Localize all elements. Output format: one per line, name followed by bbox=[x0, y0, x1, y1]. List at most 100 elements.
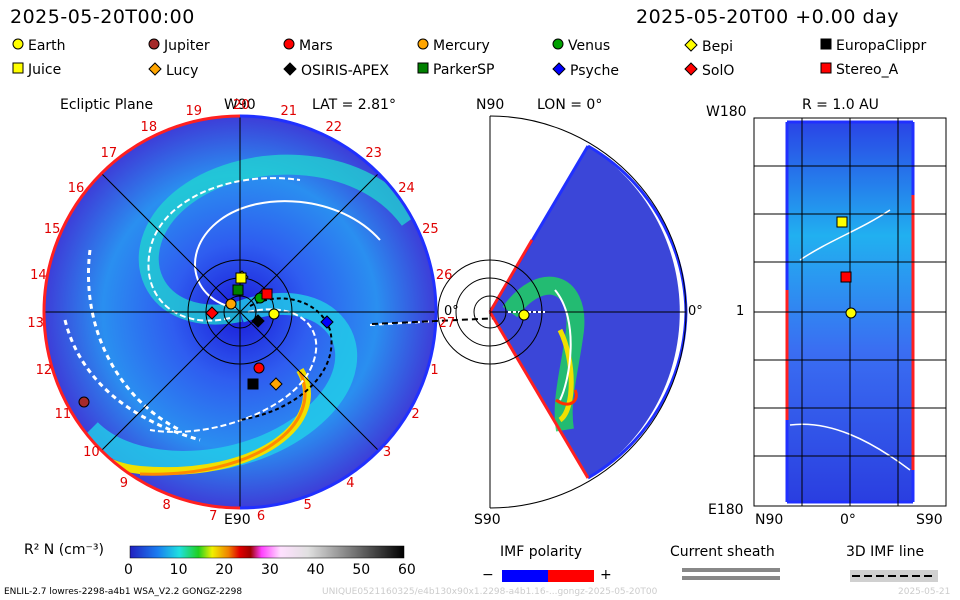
marker-stereo-a-icon bbox=[840, 268, 852, 287]
ecliptic-number: 26 bbox=[435, 268, 453, 284]
legend-label: Mercury bbox=[433, 38, 490, 54]
legend-item-lucy: Lucy bbox=[148, 62, 198, 80]
ecliptic-number: 8 bbox=[162, 497, 171, 513]
radial-bottom-left-label: E180 bbox=[708, 502, 744, 518]
circle-marker-icon bbox=[283, 38, 295, 54]
ecliptic-number: 27 bbox=[438, 315, 456, 331]
marker-stereo-a-icon bbox=[261, 285, 273, 304]
square-marker-icon bbox=[417, 62, 429, 78]
colorbar-label: R² N (cm⁻³) bbox=[24, 542, 104, 558]
legend-label: ParkerSP bbox=[433, 62, 495, 78]
marker-earth-icon bbox=[268, 305, 280, 324]
imf-plus: + bbox=[600, 567, 612, 583]
ecliptic-number: 15 bbox=[43, 222, 61, 238]
radial-axis-n90: N90 bbox=[755, 512, 784, 528]
sheath-line-top bbox=[682, 568, 780, 572]
legend-item-parkersp: ParkerSP bbox=[417, 62, 494, 78]
colorbar-tick: 60 bbox=[398, 562, 416, 578]
ecliptic-top-label: W90 bbox=[224, 97, 256, 113]
colorbar-tick: 0 bbox=[124, 562, 133, 578]
marker-europaclippr-icon bbox=[247, 375, 259, 394]
radius-label: R = 1.0 AU bbox=[802, 97, 879, 113]
legend-label: Jupiter bbox=[164, 38, 210, 54]
ecliptic-number: 18 bbox=[140, 119, 158, 135]
ecliptic-number: 19 bbox=[185, 103, 203, 119]
marker-lucy-icon bbox=[269, 376, 283, 395]
ecliptic-panel bbox=[42, 114, 501, 510]
legend-label: EuropaClippr bbox=[836, 38, 927, 54]
meridional-panel bbox=[437, 115, 688, 509]
imf-minus: − bbox=[482, 567, 494, 583]
square-marker-icon bbox=[12, 62, 24, 78]
ecliptic-number: 7 bbox=[209, 508, 218, 524]
meridional-bottom-label: S90 bbox=[474, 512, 501, 528]
ecliptic-number: 3 bbox=[382, 445, 392, 461]
circle-marker-icon bbox=[552, 38, 564, 54]
legend-label: Psyche bbox=[570, 63, 619, 79]
colorbar-tick: 10 bbox=[169, 562, 188, 578]
legend-label: Bepi bbox=[702, 39, 733, 55]
ecliptic-number: 22 bbox=[325, 119, 342, 135]
ecliptic-number: 11 bbox=[54, 407, 72, 422]
sheath-title: Current sheath bbox=[670, 544, 775, 560]
marker-solo-icon bbox=[205, 305, 219, 324]
diamond-marker-icon bbox=[684, 38, 698, 56]
legend-item-earth: Earth bbox=[12, 38, 66, 54]
legend-label: OSIRIS-APEX bbox=[301, 63, 389, 79]
marker-juice-icon bbox=[836, 213, 848, 232]
legend-label: Mars bbox=[299, 38, 333, 54]
imf-negative-swatch bbox=[502, 570, 548, 582]
ecliptic-number: 20 bbox=[233, 98, 250, 113]
circle-marker-icon bbox=[148, 38, 160, 54]
diamond-marker-icon bbox=[552, 62, 566, 80]
legend-label: Lucy bbox=[166, 63, 199, 79]
ecliptic-number: 16 bbox=[67, 180, 85, 196]
footer-left: ENLIL-2.7 lowres-2298-a4b1 WSA_V2.2 GONG… bbox=[4, 587, 243, 597]
ecliptic-number: 24 bbox=[398, 180, 415, 196]
legend-label: SolO bbox=[702, 63, 735, 79]
legend-item-juice: Juice bbox=[12, 62, 61, 78]
ecliptic-zero-label: 0° bbox=[444, 304, 459, 319]
marker-juice-icon bbox=[235, 269, 247, 288]
ecliptic-number: 4 bbox=[346, 476, 355, 492]
ecliptic-number: 21 bbox=[280, 103, 298, 119]
circle-marker-icon bbox=[417, 38, 429, 54]
colorbar-tick: 50 bbox=[352, 562, 371, 578]
ecliptic-number: 5 bbox=[303, 497, 312, 513]
density-colorbar bbox=[129, 545, 405, 559]
legend-label: Earth bbox=[28, 38, 66, 54]
ecliptic-number: 10 bbox=[83, 445, 100, 461]
ecliptic-number: 23 bbox=[365, 146, 382, 162]
ecliptic-number: 12 bbox=[35, 363, 53, 379]
legend-label: Juice bbox=[28, 62, 62, 78]
meridional-top-label: N90 bbox=[476, 97, 505, 113]
marker-mercury-icon bbox=[225, 295, 237, 314]
footer-right: UNIQUE0521160325/e4b130x90x1.2298-a4b1.1… bbox=[322, 587, 658, 597]
legend-item-europaclippr: EuropaClippr bbox=[820, 38, 926, 54]
marker-earth-icon bbox=[845, 304, 857, 323]
marker-parkersp-icon bbox=[232, 281, 244, 300]
imf3d-title: 3D IMF line bbox=[846, 544, 925, 560]
radial-axis-s90: S90 bbox=[916, 512, 943, 528]
imf-title: IMF polarity bbox=[500, 544, 583, 560]
ecliptic-number: 25 bbox=[422, 222, 439, 238]
legend-item-solo: SolO bbox=[684, 62, 734, 80]
legend-item-jupiter: Jupiter bbox=[148, 38, 210, 54]
right-timestamp: 2025-05-20T00 +0.00 day bbox=[636, 6, 899, 28]
legend-item-venus: Venus bbox=[552, 38, 610, 54]
marker-earth-icon bbox=[518, 306, 530, 325]
legend-item-psyche: Psyche bbox=[552, 62, 619, 80]
diamond-marker-icon bbox=[684, 62, 698, 80]
colorbar-tick: 40 bbox=[306, 562, 325, 578]
legend-label: Venus bbox=[568, 38, 611, 54]
legend-item-stereo-a: Stereo_A bbox=[820, 62, 898, 78]
legend-item-osiris-apex: OSIRIS-APEX bbox=[283, 62, 389, 80]
ecliptic-number: 6 bbox=[256, 508, 266, 524]
ecliptic-number: 9 bbox=[119, 476, 129, 492]
legend-label: Stereo_A bbox=[836, 62, 899, 78]
circle-marker-icon bbox=[12, 38, 24, 54]
left-timestamp: 2025-05-20T00:00 bbox=[10, 6, 195, 28]
ecliptic-number: 17 bbox=[100, 146, 118, 162]
legend-item-bepi: Bepi bbox=[684, 38, 733, 56]
